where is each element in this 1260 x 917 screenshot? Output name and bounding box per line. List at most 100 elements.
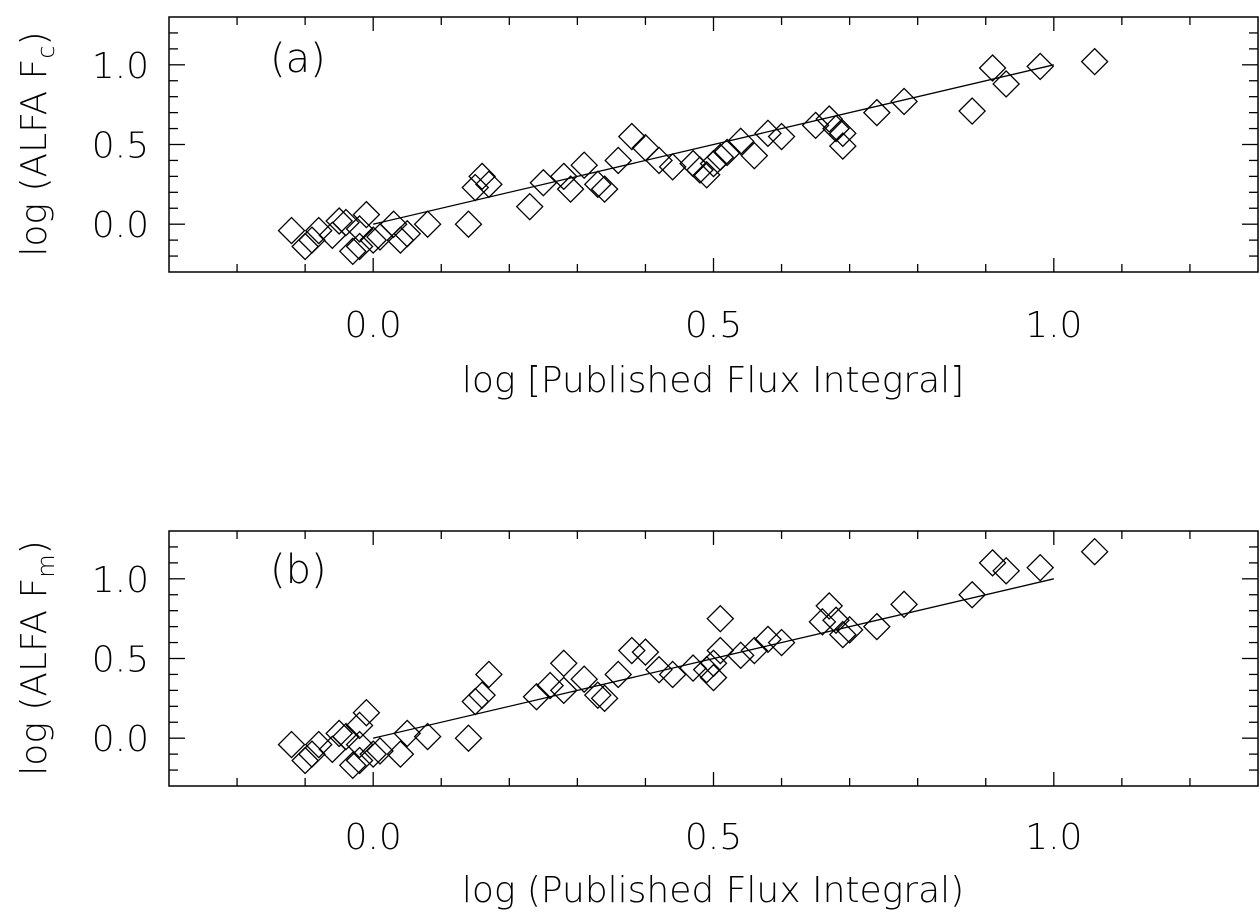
data-point-b (474, 660, 503, 689)
y-axis-title-a: log (ALFA Fc) (14, 31, 60, 256)
data-point-a (291, 232, 320, 261)
data-point-b (822, 606, 850, 635)
data-point-a (379, 210, 408, 239)
data-point-a (583, 170, 612, 199)
data-point-a (338, 237, 367, 266)
y-tick-label-b: 0.5 (92, 640, 149, 681)
x-tick-label-b: 0.5 (685, 817, 742, 858)
data-point-a (828, 119, 857, 148)
data-point-a (699, 149, 728, 178)
x-axis-title-b: log (Published Flux Integral) (462, 870, 964, 911)
data-point-a (393, 219, 422, 248)
data-point-a (604, 146, 633, 175)
data-point-a (617, 122, 646, 151)
x-axis-title-a: log [Published Flux Integral] (462, 360, 964, 401)
data-point-b (862, 612, 891, 641)
data-point-a (958, 97, 987, 125)
data-point-b (461, 687, 490, 716)
data-point-b (583, 681, 612, 710)
data-point-b (645, 655, 673, 684)
data-point-b (1026, 553, 1055, 582)
panel-label-a: (a) (270, 36, 326, 82)
data-point-a (515, 192, 544, 221)
y-axis-title-b-main: log (ALFA F (14, 578, 55, 776)
data-point-b (978, 548, 1007, 577)
ticks-b: 0.0 0.5 1.0 0.0 0.5 1.0 (92, 531, 1258, 858)
data-point-b (590, 684, 619, 713)
data-point-a (454, 210, 483, 239)
data-point-b (536, 671, 565, 700)
data-point-a (590, 175, 619, 204)
data-point-b (468, 681, 497, 710)
data-point-b (352, 698, 381, 727)
data-point-a (692, 160, 721, 189)
data-point-a (992, 70, 1021, 98)
data-point-a (978, 54, 1007, 82)
data-point-a (332, 208, 360, 237)
data-point-b (454, 724, 483, 753)
data-point-a (549, 162, 578, 191)
fit-line-b (373, 578, 1054, 739)
points-a (277, 47, 1109, 266)
fit-line-a (373, 64, 1054, 225)
y-axis-title-a-sub: c (32, 45, 60, 58)
y-tick-label-a: 0.5 (92, 126, 149, 167)
data-point-b (345, 711, 374, 740)
data-point-a (468, 162, 497, 191)
data-point-b (706, 604, 735, 633)
data-point-a (658, 152, 687, 181)
data-point-a (713, 138, 742, 167)
data-point-b (359, 740, 388, 769)
data-point-b (699, 649, 728, 678)
data-point-a (277, 216, 306, 245)
data-point-b (277, 730, 306, 759)
data-point-a (556, 175, 585, 204)
data-point-b (699, 663, 728, 692)
data-point-b (992, 556, 1021, 585)
y-axis-title-a-close: ) (14, 31, 55, 45)
data-point-b (1080, 537, 1109, 566)
data-point-b (325, 719, 354, 748)
x-tick-label-b: 1.0 (1025, 817, 1082, 858)
data-point-b (958, 580, 987, 609)
data-point-a (740, 141, 769, 170)
data-point-b (522, 682, 551, 711)
data-point-b (570, 665, 599, 694)
ticks-a: 0.0 0.5 1.0 0.0 0.5 1.0 (92, 17, 1258, 346)
data-point-b (726, 641, 755, 670)
data-point-b (549, 649, 578, 678)
x-tick-label-a: 1.0 (1025, 305, 1082, 346)
data-point-b (332, 722, 360, 751)
y-tick-label-a: 1.0 (92, 46, 149, 87)
data-point-b (631, 638, 660, 667)
panel-a: 0.0 0.5 1.0 0.0 0.5 1.0 (a) log [Published Fl… (14, 16, 1259, 401)
data-point-a (1026, 52, 1055, 81)
data-point-a (304, 216, 333, 245)
x-tick-label-b: 0.0 (345, 817, 402, 858)
panel-label-b: (b) (270, 547, 327, 593)
y-tick-label-b: 0.0 (92, 719, 149, 760)
y-axis-title-a-main: log (ALFA F (14, 59, 55, 257)
y-axis-title-b: log (ALFA Fm) (14, 540, 60, 775)
data-point-b (679, 654, 708, 682)
data-point-a (828, 132, 857, 161)
data-point-b (386, 740, 415, 769)
data-point-a (386, 226, 415, 255)
y-axis-title-b-close: ) (14, 540, 55, 554)
data-point-a (815, 105, 844, 133)
data-point-a (706, 143, 735, 172)
data-point-b (617, 636, 646, 665)
data-point-a (345, 232, 374, 261)
data-point-b (890, 590, 918, 619)
data-point-a (862, 98, 891, 127)
data-point-b (345, 746, 374, 775)
data-point-a (726, 127, 755, 156)
data-point-a (1080, 47, 1109, 76)
data-point-a (822, 114, 850, 143)
data-point-b (815, 591, 844, 620)
y-axis-title-b-sub: m (32, 554, 60, 577)
data-point-b (338, 751, 367, 780)
data-point-b (692, 655, 721, 684)
data-point-b (549, 676, 578, 705)
data-point-a (461, 173, 490, 202)
